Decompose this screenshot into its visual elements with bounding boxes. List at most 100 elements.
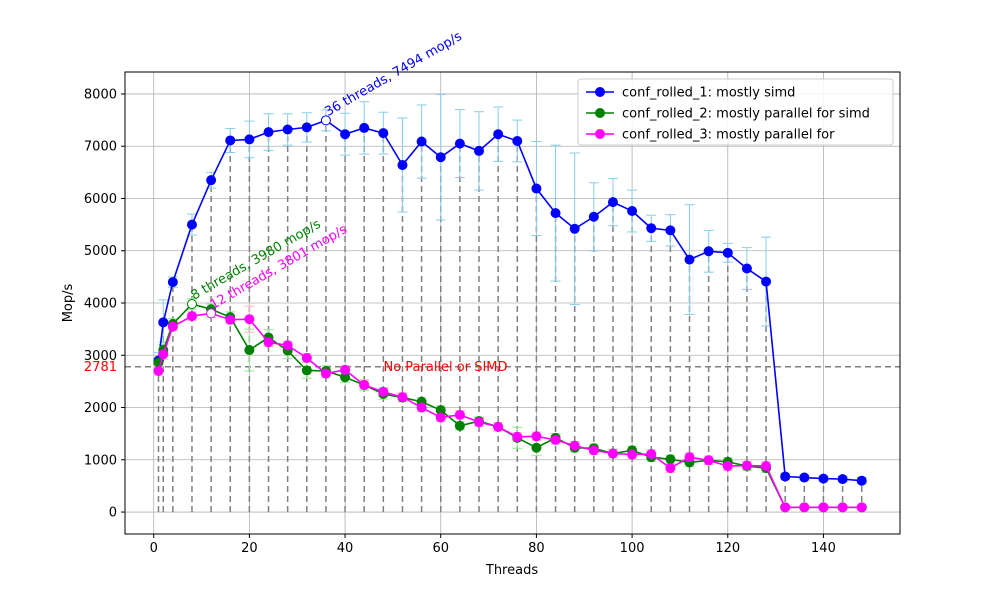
y-tick-label: 0 [109, 506, 117, 521]
legend: conf_rolled_1: mostly simd conf_rolled_2:… [577, 78, 894, 146]
peak-point [186, 299, 197, 310]
data-point [684, 254, 695, 265]
data-point [665, 454, 676, 465]
data-point [416, 402, 427, 413]
data-point [158, 317, 169, 328]
data-point [646, 449, 657, 460]
x-tick-label: 120 [715, 541, 740, 556]
data-point [722, 461, 733, 472]
data-point [454, 409, 465, 420]
data-point [320, 368, 331, 379]
legend-swatch-marker [595, 129, 605, 139]
data-point [703, 455, 714, 466]
data-point [167, 277, 178, 288]
axis-ticks: 0 20 40 60 80 100 120 140 0 1000 2000 3000 4000 5000 6… [84, 87, 836, 556]
data-point [397, 392, 408, 403]
x-tick-label: 0 [150, 541, 158, 556]
data-point [435, 412, 446, 423]
data-point [799, 502, 810, 513]
data-point [627, 206, 638, 217]
x-tick-label: 20 [241, 541, 258, 556]
y-tick-label: 6000 [84, 192, 117, 207]
data-point [607, 197, 618, 208]
data-point [531, 183, 542, 194]
legend-swatch-marker [595, 87, 605, 97]
data-point [627, 449, 638, 460]
data-point [282, 124, 293, 135]
data-point [397, 160, 408, 171]
y-tick-label: 3000 [84, 349, 117, 364]
legend-label: conf_rolled_1: mostly simd [622, 86, 795, 101]
series-group [153, 115, 867, 513]
data-point [646, 223, 657, 234]
peak-point [206, 308, 217, 319]
x-axis-label: Threads [485, 563, 538, 578]
data-point [856, 475, 867, 486]
data-point [799, 472, 810, 483]
data-point [531, 431, 542, 442]
data-point [263, 127, 274, 138]
data-point [153, 365, 164, 376]
y-tick-label: 2000 [84, 401, 117, 416]
y-tick-label: 4000 [84, 297, 117, 312]
data-point [588, 445, 599, 456]
data-point [186, 311, 197, 322]
data-point [741, 460, 752, 471]
data-point [167, 321, 178, 332]
legend-label: conf_rolled_3: mostly parallel for [622, 128, 835, 143]
data-point [378, 128, 389, 139]
data-point [474, 145, 485, 156]
baseline-value-label: 2781 [84, 360, 117, 375]
data-point [818, 473, 829, 484]
y-tick-label: 8000 [84, 87, 117, 102]
data-point [301, 352, 312, 363]
data-point [665, 225, 676, 236]
baseline-label: No Parallel or SIMD [383, 360, 507, 375]
data-point [435, 152, 446, 163]
data-point [186, 219, 197, 230]
data-point [741, 263, 752, 274]
data-point [531, 442, 542, 453]
data-point [703, 246, 714, 257]
data-point [378, 386, 389, 397]
data-point [301, 122, 312, 133]
baseline-group: 2781 No Parallel or SIMD [84, 360, 900, 375]
data-point [359, 380, 370, 391]
x-tick-label: 100 [620, 541, 645, 556]
x-tick-label: 80 [528, 541, 545, 556]
data-point [761, 461, 772, 472]
data-point [780, 471, 791, 482]
data-point [454, 420, 465, 431]
data-point [493, 421, 504, 432]
data-point [301, 365, 312, 376]
data-point [588, 211, 599, 222]
data-point [550, 434, 561, 445]
data-point [512, 135, 523, 146]
data-point [454, 138, 465, 149]
data-point [158, 349, 169, 360]
data-point [225, 135, 236, 146]
data-point [340, 364, 351, 375]
x-tick-label: 60 [432, 541, 449, 556]
data-point [244, 314, 255, 325]
x-tick-label: 140 [811, 541, 836, 556]
data-point [359, 122, 370, 133]
y-axis-label: Mop/s [61, 283, 76, 322]
peak-point [320, 115, 331, 126]
data-point [244, 134, 255, 145]
data-point [340, 129, 351, 140]
data-point [856, 502, 867, 513]
data-point [761, 276, 772, 287]
data-point [244, 345, 255, 356]
data-point [474, 417, 485, 428]
x-tick-label: 40 [337, 541, 354, 556]
data-point [206, 175, 217, 186]
y-tick-label: 5000 [84, 244, 117, 259]
data-point [512, 431, 523, 442]
data-point [282, 340, 293, 351]
data-point [837, 502, 848, 513]
data-point [225, 314, 236, 325]
data-point [263, 337, 274, 348]
legend-box [577, 78, 894, 146]
